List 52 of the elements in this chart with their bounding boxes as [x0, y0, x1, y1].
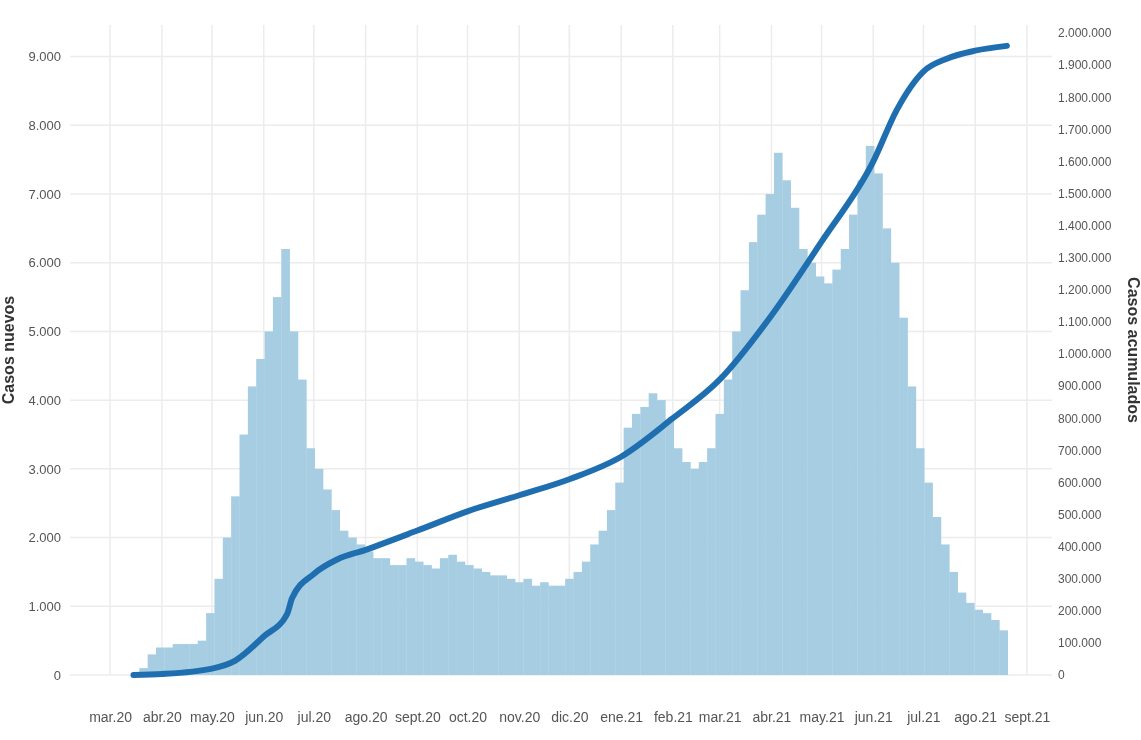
y-axis-title: Casos nuevos [0, 295, 17, 405]
y2-tick-label: 800.000 [1058, 411, 1102, 426]
y2-tick-label: 1.100.000 [1058, 315, 1112, 330]
x-tick-label: may.21 [799, 708, 845, 725]
x-tick-label: sept.20 [394, 708, 442, 725]
y2-tick-label: 1.700.000 [1058, 122, 1112, 137]
y2-tick-label: 1.300.000 [1058, 251, 1112, 266]
x-tick-label: jun.20 [244, 708, 284, 725]
y2-tick-label: 100.000 [1058, 636, 1102, 651]
y-tick-label: 9.000 [28, 49, 61, 65]
x-tick-label: jul.21 [906, 708, 941, 725]
y-tick-label: 6.000 [28, 255, 61, 271]
x-tick-label: may.20 [190, 708, 236, 725]
y2-tick-label: 900.000 [1058, 379, 1102, 394]
y-tick-label: 0 [53, 667, 61, 683]
x-tick-label: ago.20 [344, 708, 388, 725]
x-tick-label: abr.21 [752, 708, 792, 725]
y2-tick-label: 1.000.000 [1058, 347, 1112, 362]
x-tick-label: mar.21 [698, 708, 742, 725]
x-tick-label: sept.21 [1004, 708, 1051, 725]
x-tick-label: abr.20 [142, 708, 183, 725]
x-tick-label: ago.21 [954, 708, 998, 725]
y2-tick-label: 1.600.000 [1058, 154, 1112, 169]
y2-tick-label: 1.500.000 [1058, 186, 1112, 201]
y-tick-label: 2.000 [28, 530, 61, 546]
y2-tick-label: 500.000 [1058, 507, 1102, 522]
y2-tick-label: 700.000 [1058, 443, 1102, 458]
y-tick-label: 8.000 [28, 117, 61, 133]
y-tick-label: 4.000 [28, 392, 61, 408]
y-tick-label: 1.000 [28, 598, 61, 614]
y2-tick-label: 0 [1058, 668, 1065, 683]
y2-tick-label: 200.000 [1058, 604, 1102, 619]
x-tick-label: mar.20 [89, 708, 133, 725]
y2-tick-label: 400.000 [1058, 539, 1102, 554]
y2-tick-label: 300.000 [1058, 572, 1102, 587]
y-tick-label: 3.000 [28, 461, 61, 477]
x-tick-label: ene.21 [600, 708, 644, 725]
x-tick-label: nov.20 [499, 708, 541, 725]
x-tick-label: feb.21 [653, 708, 694, 725]
x-tick-label: oct.20 [448, 708, 488, 725]
y2-tick-label: 2.000.000 [1058, 26, 1112, 41]
y2-tick-label: 1.400.000 [1058, 218, 1112, 233]
y-tick-label: 7.000 [28, 186, 61, 202]
y2-tick-label: 1.200.000 [1058, 283, 1112, 298]
y2-tick-label: 1.900.000 [1058, 58, 1112, 73]
x-tick-label: dic.20 [551, 708, 589, 725]
y2-axis-title: Casos acumulados [1125, 277, 1141, 424]
x-tick-label: jul.20 [296, 708, 332, 725]
y2-tick-label: 600.000 [1058, 475, 1102, 490]
y-tick-label: 5.000 [28, 324, 61, 340]
x-tick-label: jun.21 [853, 708, 894, 725]
y2-tick-label: 1.800.000 [1058, 90, 1112, 105]
